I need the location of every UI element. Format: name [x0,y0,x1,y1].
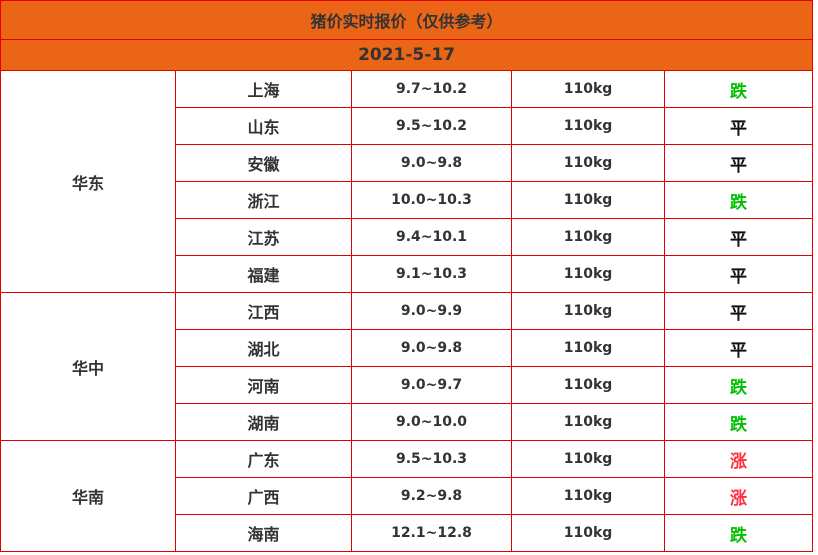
table-row: 湖南 9.0~10.0 110kg 跌 [1,403,814,441]
trend-cell: 涨 [663,440,814,478]
trend-cell: 平 [663,218,814,256]
price-cell: 9.2~9.8 [351,477,512,515]
weight-cell: 110kg [511,181,665,219]
province-cell: 湖北 [175,329,352,367]
table-row: 安徽 9.0~9.8 110kg 平 [1,144,814,182]
weight-cell: 110kg [511,292,665,330]
table-row: 华中 江西 9.0~9.9 110kg 平 [0,292,814,441]
region-cell: 华南 [0,440,176,552]
region-cell: 华东 [0,70,176,293]
price-cell: 12.1~12.8 [351,514,512,552]
trend-cell: 平 [663,144,814,182]
weight-cell: 110kg [511,107,665,145]
table-row: 华南 广东 9.5~10.3 110kg 涨 [0,440,814,552]
weight-cell: 110kg [511,403,665,441]
weight-cell: 110kg [511,144,665,182]
table-date: 2021-5-17 [0,39,814,71]
trend-cell: 跌 [663,366,814,404]
price-cell: 9.4~10.1 [351,218,512,256]
weight-cell: 110kg [511,255,665,293]
table-row: 江苏 9.4~10.1 110kg 平 [1,218,814,256]
table-row: 湖北 9.0~9.8 110kg 平 [1,329,814,367]
price-cell: 9.5~10.3 [351,440,512,478]
trend-cell: 跌 [663,514,814,552]
price-cell: 9.0~9.8 [351,329,512,367]
weight-cell: 110kg [511,218,665,256]
weight-cell: 110kg [511,70,665,108]
table-row: 山东 9.5~10.2 110kg 平 [1,107,814,145]
table-row: 福建 9.1~10.3 110kg 平 [1,255,814,293]
trend-cell: 跌 [663,70,814,108]
province-cell: 山东 [175,107,352,145]
price-cell: 9.0~10.0 [351,403,512,441]
trend-cell: 跌 [663,403,814,441]
price-cell: 9.5~10.2 [351,107,512,145]
table-title: 猪价实时报价（仅供参考） [0,0,814,40]
trend-cell: 跌 [663,181,814,219]
price-cell: 9.7~10.2 [351,70,512,108]
weight-cell: 110kg [511,329,665,367]
province-cell: 福建 [175,255,352,293]
price-cell: 9.0~9.7 [351,366,512,404]
weight-cell: 110kg [511,514,665,552]
price-cell: 9.0~9.9 [351,292,512,330]
table-row: 华东 上海 9.7~10.2 110kg 跌 [0,70,814,293]
province-cell: 江西 [175,292,352,330]
province-cell: 广西 [175,477,352,515]
weight-cell: 110kg [511,477,665,515]
province-cell: 河南 [175,366,352,404]
table-row: 浙江 10.0~10.3 110kg 跌 [1,181,814,219]
table-row: 海南 12.1~12.8 110kg 跌 [1,514,814,552]
trend-cell: 平 [663,255,814,293]
province-cell: 广东 [175,440,352,478]
weight-cell: 110kg [511,440,665,478]
province-cell: 湖南 [175,403,352,441]
trend-cell: 平 [663,292,814,330]
trend-cell: 涨 [663,477,814,515]
province-cell: 海南 [175,514,352,552]
price-cell: 9.1~10.3 [351,255,512,293]
trend-cell: 平 [663,107,814,145]
province-cell: 江苏 [175,218,352,256]
province-cell: 浙江 [175,181,352,219]
table-row: 河南 9.0~9.7 110kg 跌 [1,366,814,404]
price-cell: 10.0~10.3 [351,181,512,219]
price-cell: 9.0~9.8 [351,144,512,182]
trend-cell: 平 [663,329,814,367]
weight-cell: 110kg [511,366,665,404]
province-cell: 上海 [175,70,352,108]
region-cell: 华中 [0,292,176,441]
province-cell: 安徽 [175,144,352,182]
